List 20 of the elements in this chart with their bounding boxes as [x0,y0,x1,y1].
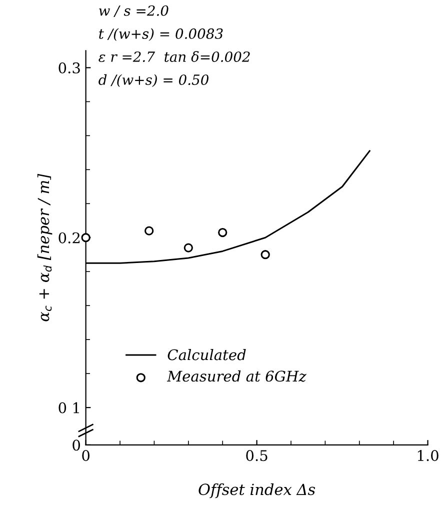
legend-label: Calculated [168,348,246,360]
x-tick-label: 0 [82,450,90,462]
point [184,243,193,252]
y-axis-title: α$_{c}$ + α$_{d}$ [neper / m] [37,174,52,322]
y-tick-label: 0 [72,440,80,451]
point [81,233,90,242]
y-tick-label: 0.3 [58,62,80,74]
x-tick-label: 0.5 [246,450,268,462]
y-tick-label: 0 1 [58,402,79,414]
x-tick-label: 1.0 [418,450,438,462]
y-tick-label: 0.2 [58,232,80,244]
legend-label: Measured at 6GHz [166,370,306,382]
point [218,228,228,238]
point [260,250,270,260]
x-axis-title: Offset index Δs [198,483,316,498]
text: w / s =2.0 [99,5,168,17]
text: t /(w+s) = 0.0083 [99,28,223,41]
annotation: ε r =2.7 tan δ=0.002 [98,51,250,62]
annotation: d /(w+s) = 0.50 [98,74,208,87]
point [144,226,154,236]
